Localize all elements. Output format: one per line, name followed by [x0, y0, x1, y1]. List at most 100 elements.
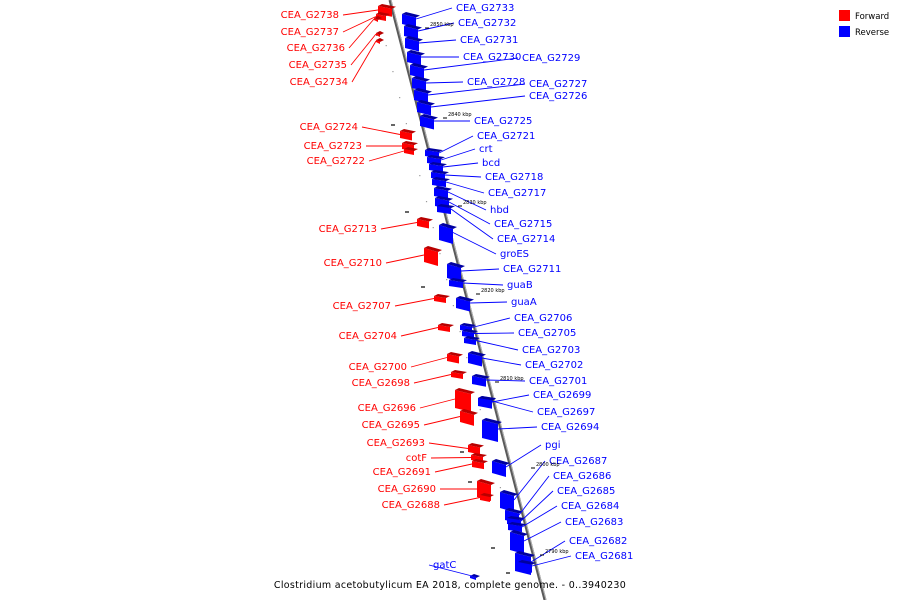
reverse-gene-cea-g2714-label[interactable]: CEA_G2714: [497, 234, 555, 245]
reverse-gene-cea-g2727-connector: [427, 83, 526, 96]
forward-gene-cea-g2690-label[interactable]: CEA_G2690: [378, 484, 436, 495]
reverse-gene-cea-g2706-label[interactable]: CEA_G2706: [514, 313, 572, 324]
forward-gene-cea-g2696-label[interactable]: CEA_G2696: [358, 403, 416, 414]
forward-gene-cea-g2724-label[interactable]: CEA_G2724: [300, 122, 358, 133]
forward-gene-cea-g2704-label[interactable]: CEA_G2704: [339, 331, 397, 342]
reverse-gene-cea-g2682-block-top: [515, 551, 535, 557]
forward-gene-cea-g2700-label[interactable]: CEA_G2700: [349, 362, 407, 373]
scale-mark: 2820 kbp: [481, 288, 505, 294]
reverse-gene-cea-g2730-block-top: [407, 50, 425, 56]
reverse-gene-cea-g2694-block-face: [482, 420, 498, 442]
reverse-gene-gatc-block-top: [470, 574, 480, 578]
reverse-gene-guaa-label[interactable]: guaA: [511, 297, 537, 308]
forward-gene-cea-g2738-label[interactable]: CEA_G2738: [281, 10, 339, 21]
reverse-gene-guaa-block-top: [456, 296, 474, 302]
forward-gene-cea-g2691-label[interactable]: CEA_G2691: [373, 467, 431, 478]
reverse-gene-cea-g2718-label[interactable]: CEA_G2718: [485, 172, 543, 183]
forward-gene-cea-g2707-label[interactable]: CEA_G2707: [333, 301, 391, 312]
reverse-gene-cea-g2687-block-face: [500, 492, 514, 512]
forward-gene-cea-g2698-block: [451, 370, 467, 379]
reverse-gene-crt-block-top: [427, 155, 445, 160]
reverse-gene-hbd-label[interactable]: hbd: [490, 205, 509, 216]
reverse-gene-cea-g2730-label[interactable]: CEA_G2730: [463, 52, 521, 63]
forward-gene-cea-g2722-label[interactable]: CEA_G2722: [307, 156, 365, 167]
forward-gene-cea-g2723-block-top: [402, 141, 418, 146]
reverse-gene-bcd-block-top: [429, 162, 447, 167]
reverse-gene-cea-g2702-label[interactable]: CEA_G2702: [525, 360, 583, 371]
forward-gene-cea-g2737-label[interactable]: CEA_G2737: [281, 27, 339, 38]
reverse-gene-cea-g2717-label[interactable]: CEA_G2717: [488, 188, 546, 199]
reverse-gene-cea-g2717-block-top: [432, 177, 450, 182]
reverse-gene-cea-g2728-label[interactable]: CEA_G2728: [467, 77, 525, 88]
forward-gene-cea-g2735-block-top: [376, 31, 384, 35]
reverse-gene-cea-g2702-block-top: [468, 351, 486, 357]
reverse-gene-cea-g2731-label[interactable]: CEA_G2731: [460, 35, 518, 46]
forward-gene-cea-g2688-label[interactable]: CEA_G2688: [382, 500, 440, 511]
reverse-gene-cea-g2727-label[interactable]: CEA_G2727: [529, 79, 587, 90]
reverse-gene-cea-g2721-label[interactable]: CEA_G2721: [477, 131, 535, 142]
reverse-gene-cea-g2717-block: [432, 177, 450, 188]
reverse-gene-cea-g2715-label[interactable]: CEA_G2715: [494, 219, 552, 230]
reverse-gene-cea-g2687-label[interactable]: CEA_G2687: [549, 456, 607, 467]
reverse-gene-cea-g2687-connector: [513, 460, 546, 501]
forward-gene-cea-g2693-label[interactable]: CEA_G2693: [367, 438, 425, 449]
reverse-gene-cea-g2694-label[interactable]: CEA_G2694: [541, 422, 599, 433]
reverse-gene-pgi-block: [492, 459, 510, 477]
reverse-gene-cea-g2703-block: [464, 336, 480, 345]
forward-gene-cea-g2696-block-face: [455, 390, 471, 412]
forward-gene-cea-g2710-label[interactable]: CEA_G2710: [324, 258, 382, 269]
reverse-gene-cea-g2727-block-top: [414, 88, 432, 94]
forward-gene-cea-g2713-label[interactable]: CEA_G2713: [319, 224, 377, 235]
reverse-gene-cea-g2685-label[interactable]: CEA_G2685: [557, 486, 615, 497]
reverse-gene-cea-g2732-label[interactable]: CEA_G2732: [458, 18, 516, 29]
reverse-gene-cea-g2733-label[interactable]: CEA_G2733: [456, 3, 514, 14]
reverse-gene-pgi-label[interactable]: pgi: [545, 440, 560, 451]
forward-gene-cea-g2707-block-face: [434, 296, 446, 303]
reverse-gene-bcd-label[interactable]: bcd: [482, 158, 500, 169]
reverse-gene-cea-g2681-label[interactable]: CEA_G2681: [575, 551, 633, 562]
reverse-gene-cea-g2684-connector: [521, 505, 558, 528]
forward-gene-cea-g2695-label[interactable]: CEA_G2695: [362, 420, 420, 431]
forward-gene-cea-g2734-block-face: [376, 40, 380, 44]
reverse-gene-guaa-connector: [469, 301, 508, 304]
forward-gene-cea-g2695-block: [460, 409, 478, 426]
reverse-gene-crt-label[interactable]: crt: [479, 144, 493, 155]
reverse-gene-cea-g2697-label[interactable]: CEA_G2697: [537, 407, 595, 418]
reverse-gene-groes-block-face: [439, 225, 453, 244]
reverse-gene-cea-g2711-block-top: [447, 262, 465, 268]
legend-forward-label: Forward: [855, 12, 889, 22]
forward-gene-cea-g2735-label[interactable]: CEA_G2735: [289, 60, 347, 71]
reverse-gene-cea-g2705-label[interactable]: CEA_G2705: [518, 328, 576, 339]
reverse-gene-cea-g2701-label[interactable]: CEA_G2701: [529, 376, 587, 387]
forward-gene-cea-g2693-block-face: [468, 445, 480, 455]
reverse-gene-cea-g2711-label[interactable]: CEA_G2711: [503, 264, 561, 275]
forward-gene-cea-g2713-block-top: [417, 217, 433, 222]
reverse-gene-guab-label[interactable]: guaB: [507, 280, 533, 291]
reverse-gene-cea-g2684-label[interactable]: CEA_G2684: [561, 501, 619, 512]
reverse-gene-cea-g2726-label[interactable]: CEA_G2726: [529, 91, 587, 102]
reverse-gene-cea-g2702-block: [468, 351, 486, 367]
forward-gene-cotf-label[interactable]: cotF: [406, 453, 428, 464]
forward-gene-cea-g2724-block-top: [400, 129, 416, 134]
forward-gene-cea-g2723-label[interactable]: CEA_G2723: [304, 141, 362, 152]
reverse-gene-cea-g2686-label[interactable]: CEA_G2686: [553, 471, 611, 482]
forward-gene-cea-g2700-connector: [410, 357, 448, 368]
reverse-gene-cea-g2703-label[interactable]: CEA_G2703: [522, 345, 580, 356]
reverse-gene-cea-g2725-label[interactable]: CEA_G2725: [474, 116, 532, 127]
forward-gene-cotf-connector: [430, 457, 472, 459]
reverse-gene-cea-g2683-label[interactable]: CEA_G2683: [565, 517, 623, 528]
reverse-gene-cea-g2682-label[interactable]: CEA_G2682: [569, 536, 627, 547]
forward-gene-cea-g2713-block: [417, 217, 433, 229]
reverse-gene-cea-g2685-block-top: [507, 516, 525, 521]
reverse-gene-gatc-label[interactable]: gatC: [433, 560, 456, 571]
forward-gene-cea-g2704-connector: [400, 327, 439, 337]
forward-gene-cea-g2736-label[interactable]: CEA_G2736: [287, 43, 345, 54]
reverse-gene-groes-label[interactable]: groES: [500, 249, 529, 260]
reverse-gene-cea-g2729-label[interactable]: CEA_G2729: [522, 53, 580, 64]
forward-gene-cea-g2734-label[interactable]: CEA_G2734: [290, 77, 348, 88]
forward-gene-cea-g2734-block-top: [376, 38, 384, 42]
reverse-gene-cea-g2699-label[interactable]: CEA_G2699: [533, 390, 591, 401]
forward-gene-cea-g2698-label[interactable]: CEA_G2698: [352, 378, 410, 389]
reverse-gene-cea-g2694-connector: [497, 426, 538, 430]
